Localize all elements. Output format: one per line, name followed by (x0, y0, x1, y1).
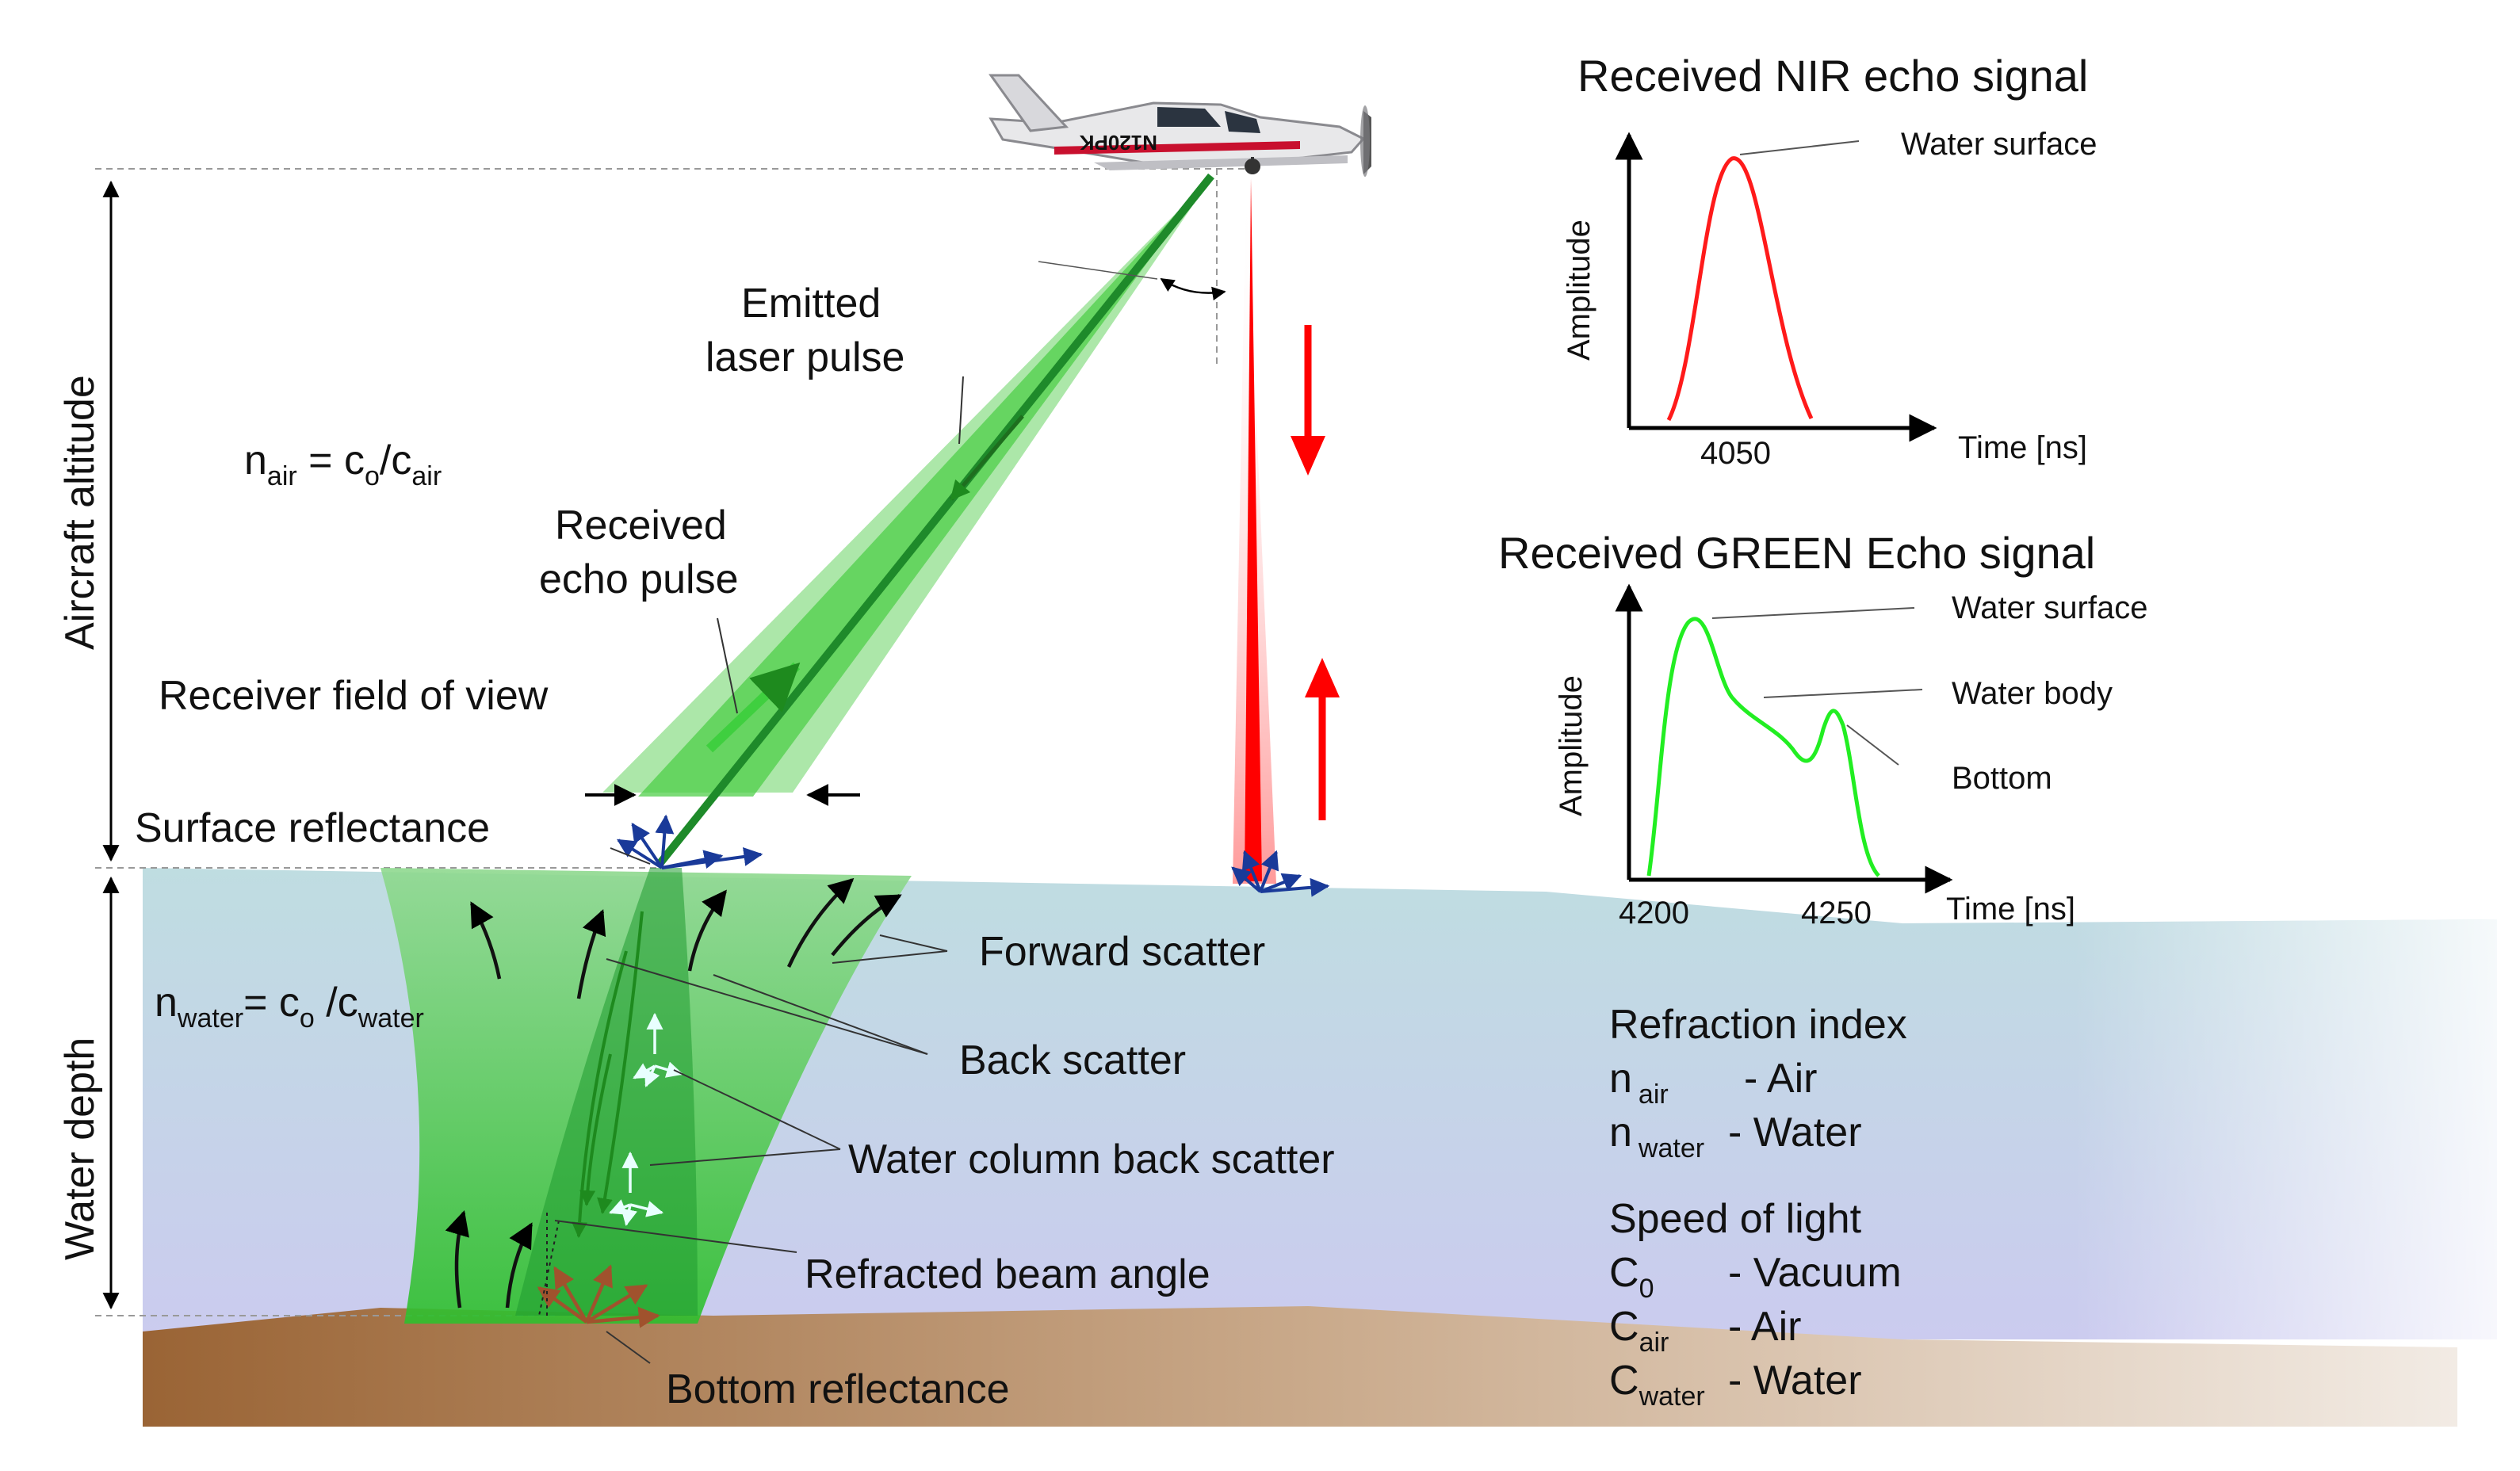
forward-scatter-label: Forward scatter (979, 929, 1265, 975)
aircraft-registration: N120PK (1080, 131, 1157, 155)
seabed (143, 1306, 2457, 1427)
green-annot-leader-surface (1711, 607, 1915, 619)
bottom-reflectance-label: Bottom reflectance (666, 1366, 1010, 1412)
green-y-label: Amplitude (1554, 675, 1589, 816)
refracted-angle-guides (538, 1213, 560, 1316)
water-column-backscatter-arrows (609, 1012, 684, 1227)
leader-lines (554, 376, 964, 1364)
legend-c-air: Cair - Air (1609, 1304, 1801, 1358)
green-echo-chart: Received GREEN Echo signal Amplitude Tim… (1498, 528, 2147, 930)
green-echo-curve (1646, 617, 1880, 877)
nir-beam (1245, 178, 1262, 881)
water-column-backscatter-label: Water column back scatter (848, 1137, 1335, 1183)
green-x-label: Time [ns] (1946, 892, 2075, 927)
emitted-label-line1: Emitted (741, 281, 881, 327)
nir-echo-curve (1666, 156, 1814, 422)
legend-c0: C0- Vacuum (1609, 1250, 1902, 1304)
green-water-rays (572, 911, 644, 1238)
nir-x-label: Time [ns] (1958, 430, 2087, 465)
emitted-label-line2: laser pulse (706, 334, 904, 380)
water-refraction-formula: nwater= co /cwater (155, 980, 424, 1034)
received-label-line1: Received (555, 502, 727, 548)
nir-annotation-leader (1739, 140, 1860, 155)
refracted-beam-angle-label: Refracted beam angle (805, 1251, 1210, 1297)
nir-echo-chart: Received NIR echo signal Amplitude Time … (1562, 51, 2097, 471)
receiver-fov-cone (602, 176, 1213, 793)
received-label-line2: echo pulse (539, 556, 739, 602)
receiver-fov-label: Receiver field of view (159, 673, 549, 719)
laser-pulse-line (656, 173, 1214, 867)
legend-n-water: n water - Water (1609, 1110, 1862, 1163)
water-depth-label: Water depth (57, 1037, 103, 1260)
green-water-body-label: Water body (1952, 676, 2113, 711)
nir-surface-arrows (1231, 850, 1330, 897)
emitted-laser-cone (638, 176, 1211, 797)
back-scatter-label: Back scatter (959, 1037, 1186, 1083)
green-annot-leader-bottom (1846, 724, 1899, 766)
green-annot-leader-body (1763, 689, 1923, 698)
aircraft-altitude-label: Aircraft altitude (57, 375, 103, 650)
nir-y-label: Amplitude (1562, 220, 1597, 361)
surface-reflectance-arrows (616, 814, 763, 869)
received-pulse-arrow (706, 662, 801, 753)
green-bottom-label: Bottom (1952, 761, 2052, 796)
speed-of-light-title: Speed of light (1609, 1196, 1862, 1242)
green-chart-title: Received GREEN Echo signal (1498, 528, 2095, 578)
air-refraction-formula: nair = co/cair (244, 437, 442, 491)
green-tick-4200: 4200 (1619, 896, 1689, 930)
green-tick-4250: 4250 (1801, 896, 1872, 930)
refraction-index-title: Refraction index (1609, 1002, 1907, 1048)
aircraft: N120PK (988, 74, 1371, 177)
nir-chart-title: Received NIR echo signal (1577, 51, 2088, 101)
surface-reflectance-label: Surface reflectance (135, 805, 490, 851)
emitted-pulse-arrow (950, 415, 1024, 501)
nir-water-surface-label: Water surface (1901, 127, 2097, 162)
legend-n-air: n air - Air (1609, 1056, 1817, 1110)
legend: Refraction index n air - Air n water - Water… (1609, 1002, 1907, 1412)
nir-tick-4050: 4050 (1700, 436, 1771, 471)
green-water-surface-label: Water surface (1952, 590, 2147, 625)
legend-c-water: Cwater - Water (1609, 1358, 1862, 1412)
scan-angle-arc (1160, 277, 1226, 301)
scatter-curve-arrows (445, 877, 902, 1309)
